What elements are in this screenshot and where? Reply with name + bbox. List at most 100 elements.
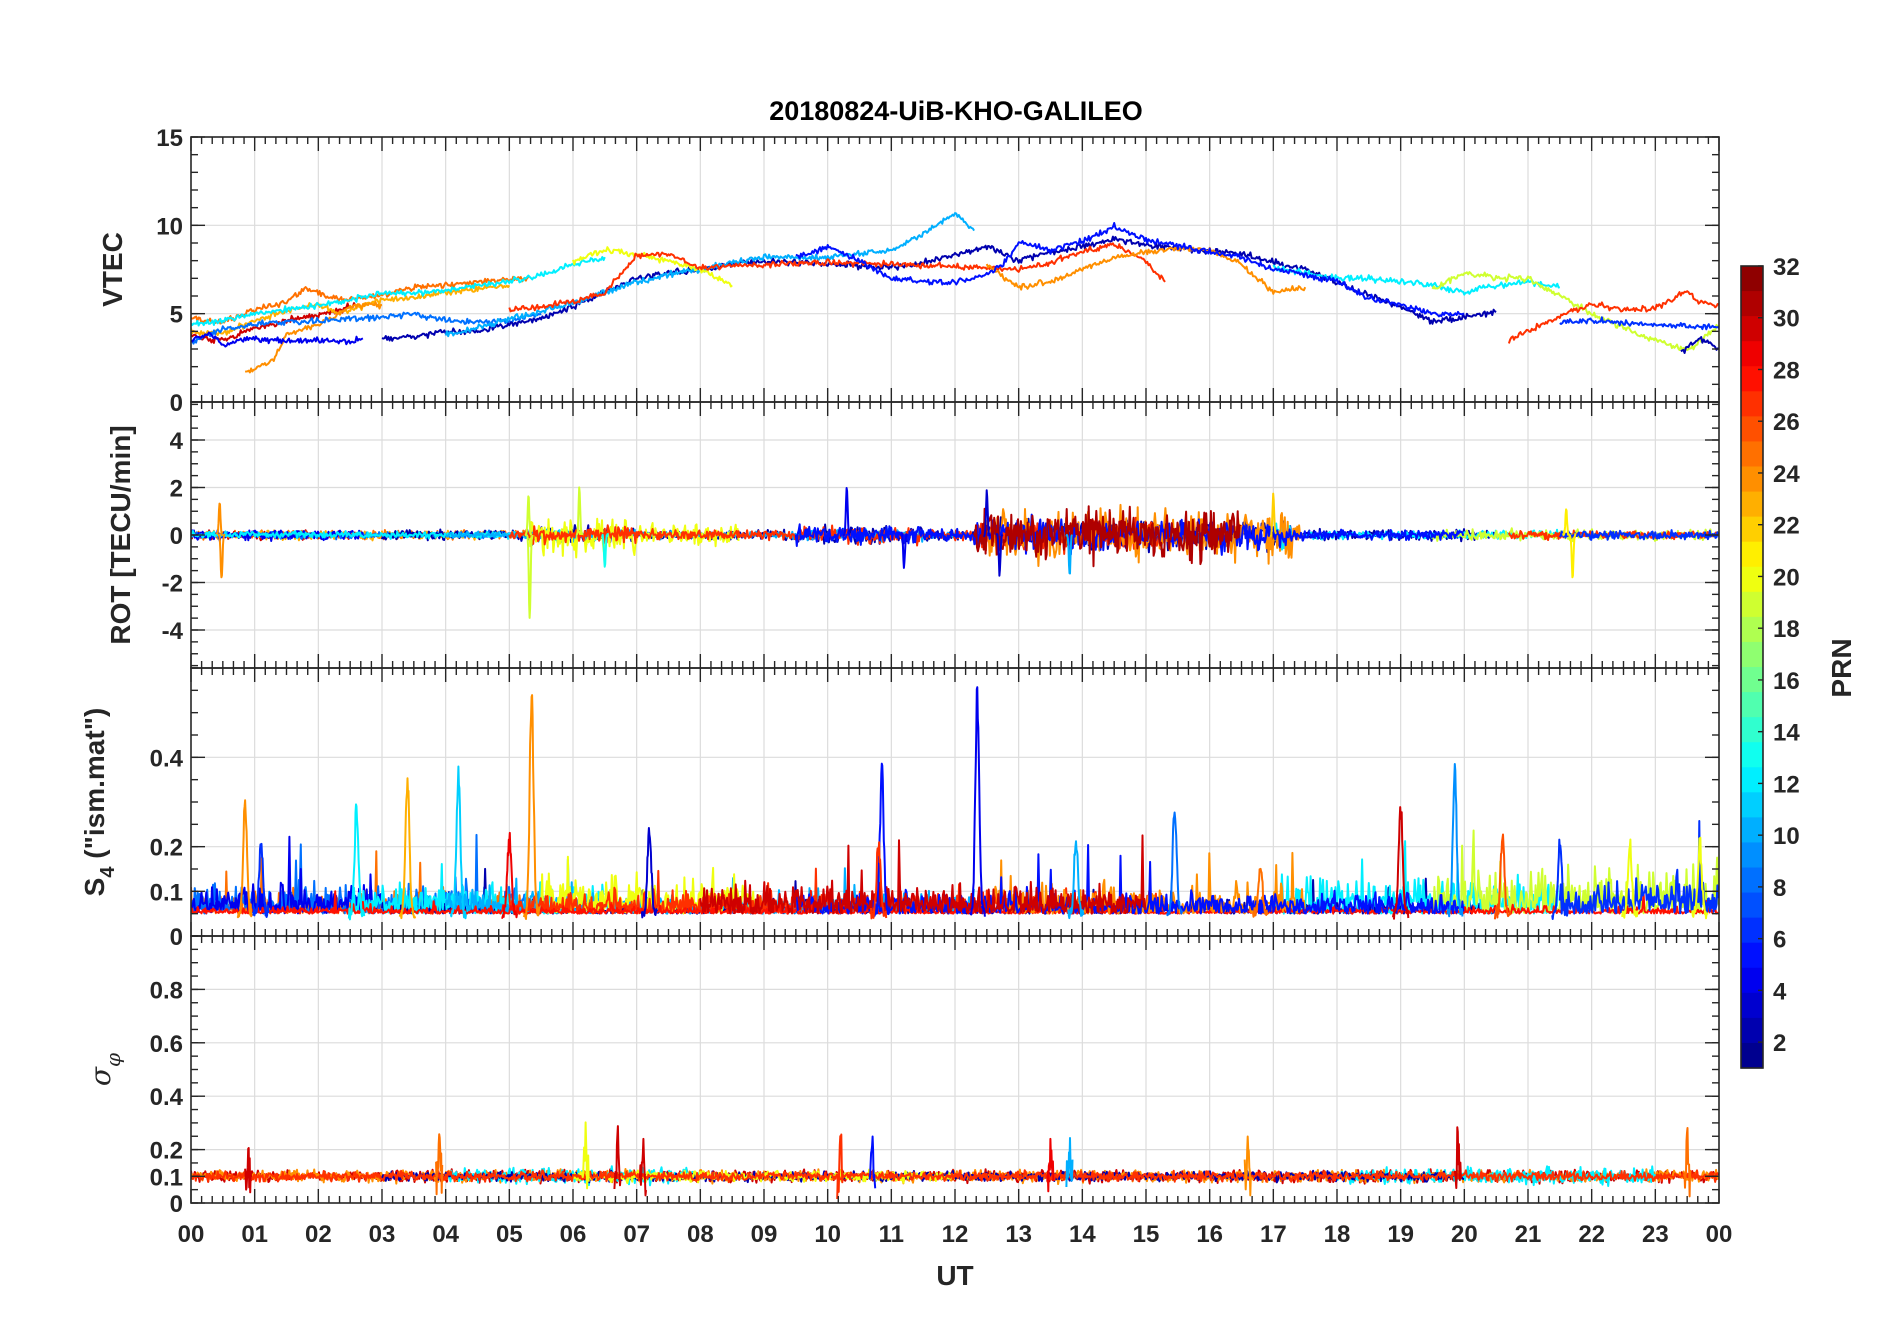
s4-spike-prn-26 <box>1493 833 1512 920</box>
colorbar-swatch <box>1741 692 1763 718</box>
colorbar-tick-label: 26 <box>1773 409 1800 436</box>
s4-spike-prn-20 <box>1621 838 1639 919</box>
s4-spike-prn-27 <box>870 841 888 920</box>
rot-line-prn-20 <box>527 517 740 559</box>
y-axis-label-main: ROT [TECU/min] <box>105 425 136 644</box>
vtec-line-prn-27 <box>508 242 1166 313</box>
s4-spike-prn-23 <box>398 777 417 920</box>
rot-spike-prn-10 <box>1065 534 1073 575</box>
x-tick-label: 00 <box>178 1221 205 1248</box>
colorbar-box <box>1740 265 1764 1069</box>
colorbar-tick-label: 20 <box>1773 564 1800 591</box>
y-tick-label: 4 <box>170 428 184 455</box>
x-tick-label: 07 <box>623 1221 650 1248</box>
colorbar-swatch <box>1741 942 1763 969</box>
colorbar-swatch <box>1741 767 1763 793</box>
x-tick-label: 21 <box>1515 1221 1542 1248</box>
y-tick-label: 0 <box>170 1191 183 1218</box>
colorbar-swatch <box>1741 516 1763 543</box>
y-axis-label-main: σ <box>84 1066 117 1086</box>
y-tick-label: 15 <box>156 125 183 152</box>
colorbar-tick-label: 4 <box>1773 978 1787 1005</box>
y-axis-label: ROT [TECU/min] <box>105 425 136 644</box>
colorbar-label: PRN <box>1826 638 1857 697</box>
colorbar-tick-label: 24 <box>1773 461 1800 488</box>
sigma_phi-spike-prn-25 <box>1683 1127 1692 1198</box>
y-tick-label: 0.1 <box>150 1164 183 1191</box>
y-axis-label-main: S <box>79 878 110 897</box>
sigma_phi-line-prn-27 <box>191 1169 1719 1184</box>
colorbar-swatch <box>1741 491 1763 518</box>
s4-spike-prn-24 <box>236 799 254 919</box>
x-tick-label: 01 <box>241 1221 268 1248</box>
x-tick-label: 04 <box>432 1221 459 1248</box>
y-tick-label: 0.8 <box>150 977 183 1004</box>
colorbar-swatch <box>1741 441 1763 468</box>
y-tick-label: -2 <box>162 571 183 598</box>
y-tick-label: 0.2 <box>150 1138 183 1165</box>
y-axis-label-subscript: 4 <box>97 866 119 878</box>
colorbar-swatch <box>1741 641 1763 668</box>
series-group <box>191 1121 1719 1200</box>
y-tick-label: -4 <box>162 618 184 645</box>
s4-spike-prn-10 <box>1067 840 1085 920</box>
x-tick-label: 20 <box>1451 1221 1478 1248</box>
colorbar-tick-label: 6 <box>1773 927 1786 954</box>
colorbar-swatch <box>1741 366 1763 392</box>
colorbar-tick-label: 28 <box>1773 357 1800 384</box>
y-axis-label: S4 ("ism.mat") <box>79 708 119 897</box>
colorbar-swatch <box>1741 892 1763 919</box>
x-tick-label: 13 <box>1005 1221 1032 1248</box>
rot-spike-prn-3 <box>995 532 1004 577</box>
sigma_phi-spike-prn-24 <box>1243 1135 1252 1197</box>
colorbar-swatch <box>1741 316 1763 342</box>
x-tick-label: 09 <box>751 1221 778 1248</box>
x-tick-label: 05 <box>496 1221 523 1248</box>
s4-spike-prn-24 <box>523 694 541 920</box>
colorbar-swatch <box>1741 616 1763 643</box>
colorbar-swatch <box>1741 1042 1763 1069</box>
s4-line-prn-30 <box>699 834 1147 915</box>
x-tick-label: 17 <box>1260 1221 1287 1248</box>
x-tick-label: 06 <box>560 1221 587 1248</box>
x-tick-label: 10 <box>814 1221 841 1248</box>
colorbar-swatch <box>1741 992 1763 1019</box>
colorbar-tick-label: 18 <box>1773 616 1800 643</box>
x-axis-label: UT <box>936 1260 973 1291</box>
colorbar-swatch <box>1741 867 1763 894</box>
s4-spike-prn-11 <box>449 765 467 920</box>
sigma_phi-spike-prn-30 <box>1453 1126 1462 1189</box>
x-tick-label: 15 <box>1133 1221 1160 1248</box>
x-tick-label: 19 <box>1387 1221 1414 1248</box>
vtec-line-prn-8 <box>191 311 542 345</box>
y-tick-label: 0 <box>170 523 183 550</box>
sigma_phi-spike-prn-10 <box>1065 1137 1074 1188</box>
s4-spike-prn-6 <box>252 842 270 918</box>
y-axis-label: σφ <box>84 1053 125 1086</box>
chart-title: 20180824-UiB-KHO-GALILEO <box>769 96 1143 126</box>
s4-line-prn-6 <box>1558 820 1719 915</box>
x-tick-label: 22 <box>1578 1221 1605 1248</box>
series-group <box>191 686 1719 921</box>
x-tick-label: 14 <box>1069 1221 1096 1248</box>
colorbar-swatch <box>1741 742 1763 768</box>
colorbar-swatch <box>1741 591 1763 618</box>
x-tick-label: 08 <box>687 1221 714 1248</box>
vtec-line-prn-2 <box>381 235 1497 342</box>
colorbar-tick-label: 8 <box>1773 875 1786 902</box>
x-tick-label: 00 <box>1706 1221 1733 1248</box>
colorbar-swatch <box>1741 541 1763 568</box>
vtec-line-prn-20 <box>572 246 733 288</box>
panel-rot: -4 -2 0 2 4 ROT [TECU/min] <box>105 401 1720 669</box>
vtec-line-prn-27 <box>1507 290 1719 344</box>
sigma_phi-spike-prn-30 <box>244 1147 253 1194</box>
x-tick-label: 11 <box>879 1221 904 1248</box>
y-tick-label: 0 <box>170 924 183 951</box>
panel-sigma_phi: 00.10.2 0.4 0.6 0.8 σφ <box>84 935 1720 1218</box>
colorbar-tick-label: 10 <box>1773 823 1800 850</box>
y-axis-label-subscript: φ <box>101 1053 125 1067</box>
rot-spike-prn-24 <box>217 533 226 579</box>
